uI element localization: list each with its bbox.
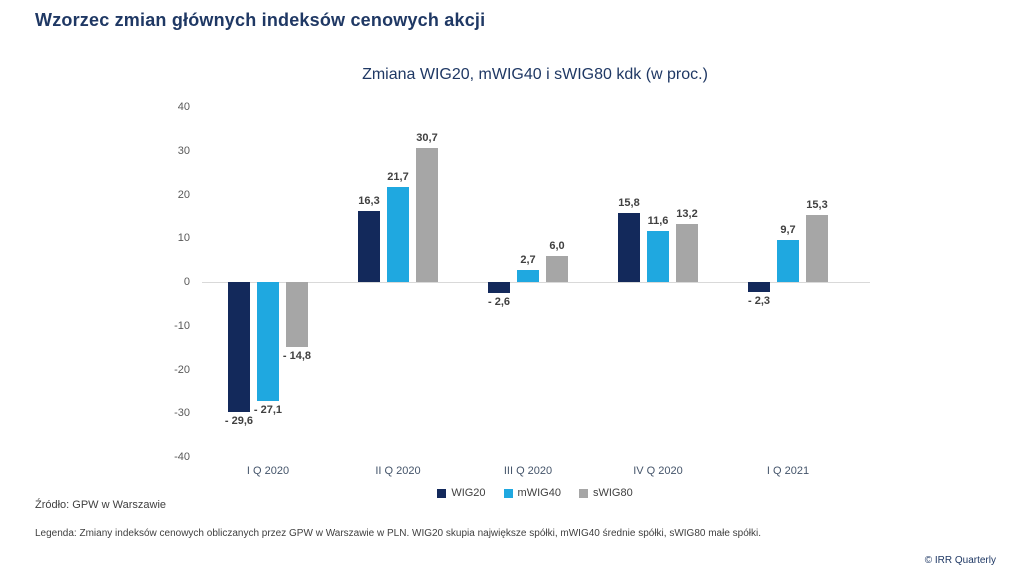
bar-group: - 2,6 2,7 6,0 III Q 2020: [488, 107, 568, 477]
bar-value-label: 15,8: [618, 196, 640, 209]
y-tick-label: 30: [177, 144, 190, 157]
bar-group: 16,3 21,7 30,7 II Q 2020: [358, 107, 438, 477]
bar-wig20: [358, 210, 380, 282]
bar-wig20: [228, 282, 250, 412]
bar-value-label: 15,3: [806, 199, 828, 212]
bar-mwig40: [257, 282, 279, 401]
plot-area: WIG20 mWIG40 sWIG80 - 29,6- 27,1 - 14,8 I Q …: [200, 107, 870, 499]
y-tick-label: -30: [174, 407, 190, 420]
chart-title: Zmiana WIG20, mWIG40 i sWIG80 kdk (w pro…: [362, 66, 708, 83]
y-tick-label: 10: [177, 232, 190, 245]
x-category-label: III Q 2020: [503, 465, 553, 477]
source-note: Źródło: GPW w Warszawie: [35, 499, 167, 511]
legend-swatch-icon: [503, 488, 513, 498]
legend-item-mwig40: mWIG40: [503, 487, 561, 499]
legend-label: WIG20: [451, 487, 486, 499]
y-tick-label: -20: [174, 363, 190, 376]
bar-swig80: [546, 255, 568, 282]
bar-value-label: - 27,1: [253, 403, 283, 416]
x-category-label: I Q 2020: [246, 465, 290, 477]
legend-label: mWIG40: [517, 487, 561, 499]
legend-note: Legenda: Zmiany indeksów cenowych oblicz…: [35, 528, 762, 539]
y-tick-label: -40: [174, 451, 190, 463]
bar-value-label: 21,7: [387, 171, 409, 184]
bar-group: 15,8 11,6 13,2 IV Q 2020: [618, 107, 698, 477]
y-tick-label: -10: [174, 319, 190, 332]
bar-value-label: 11,6: [647, 215, 669, 228]
legend-swatch-icon: [578, 488, 588, 498]
bar-value-label: 2,7: [520, 254, 536, 267]
bar-mwig40: [777, 239, 799, 282]
bar-value-label: 30,7: [416, 131, 438, 144]
bar-value-label: - 2,6: [487, 296, 510, 309]
y-tick-label: 0: [183, 276, 190, 288]
bar-value-label: 9,7: [780, 223, 796, 236]
bar-swig80: [806, 215, 828, 282]
x-category-label: IV Q 2020: [633, 465, 683, 477]
legend-swatch-icon: [437, 488, 447, 498]
bar-wig20: [618, 212, 640, 282]
y-tick-label: 40: [177, 101, 190, 113]
bar-value-label: 6,0: [549, 239, 565, 252]
y-tick-label: 20: [177, 188, 190, 201]
bar-wig20: [488, 282, 510, 294]
bar-mwig40: [387, 187, 409, 282]
bar-value-label: - 29,6: [224, 414, 254, 427]
bar-swig80: [676, 224, 698, 282]
bar-mwig40: [647, 231, 669, 282]
bar-swig80: [286, 282, 308, 347]
bar-group: - 2,3 9,7 15,3 I Q 2021: [748, 107, 828, 477]
zero-axis-line: [202, 282, 870, 283]
legend-item-swig80: sWIG80: [578, 487, 633, 499]
x-category-label: II Q 2020: [375, 465, 421, 477]
bar-mwig40: [517, 270, 539, 282]
bar-group: - 29,6- 27,1 - 14,8 I Q 2020: [225, 107, 311, 477]
bar-value-label: - 2,3: [747, 295, 770, 308]
bar-wig20: [748, 282, 770, 293]
bar-swig80: [416, 147, 438, 282]
bar-value-label: - 14,8: [282, 349, 312, 362]
copyright: © IRR Quarterly: [924, 555, 996, 566]
page-title: Wzorzec zmian głównych indeksów cenowych…: [35, 10, 486, 30]
chart-legend: WIG20 mWIG40 sWIG80: [200, 487, 870, 499]
x-category-label: I Q 2021: [766, 465, 810, 477]
bar-value-label: 16,3: [358, 194, 380, 207]
bar-value-label: 13,2: [676, 208, 698, 221]
legend-item-wig20: WIG20: [437, 487, 486, 499]
legend-label: sWIG80: [592, 487, 633, 499]
y-axis: 40 30 20 10 0 -10 -20 -30 -40: [138, 101, 190, 463]
